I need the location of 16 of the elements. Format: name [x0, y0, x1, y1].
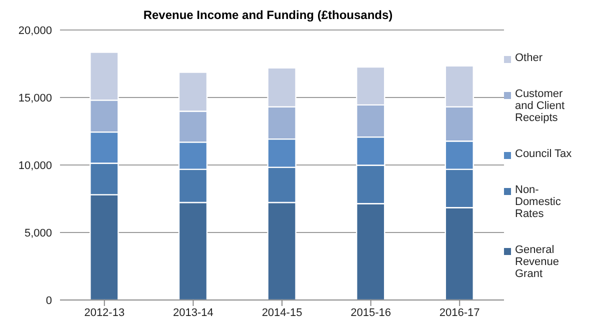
y-tick-label: 5,000 — [24, 227, 52, 240]
x-tick-label: 2013-14 — [173, 306, 214, 319]
legend-label: Other — [515, 52, 543, 64]
y-tick-label: 20,000 — [18, 24, 52, 37]
x-tick-label: 2012-13 — [84, 306, 125, 319]
y-tick-label: 0 — [46, 294, 52, 307]
legend-label: Non-Domestic Rates — [515, 184, 562, 220]
y-tick-label: 10,000 — [18, 160, 52, 172]
x-tick-label: 2015-16 — [350, 306, 391, 319]
legend-label: Customer and Client Receipts — [515, 88, 566, 124]
x-tick-label: 2016-17 — [439, 306, 480, 319]
y-tick-label: 15,000 — [18, 92, 52, 104]
x-tick-label: 2014-15 — [262, 306, 302, 319]
chart-title: Revenue Income and Funding (£thousands) — [142, 8, 394, 24]
legend-label: Council Tax — [515, 148, 572, 160]
legend-label: General Revenue Grant — [515, 244, 560, 280]
